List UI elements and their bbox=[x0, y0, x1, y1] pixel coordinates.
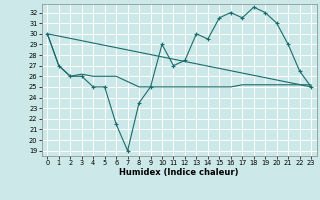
X-axis label: Humidex (Indice chaleur): Humidex (Indice chaleur) bbox=[119, 168, 239, 177]
